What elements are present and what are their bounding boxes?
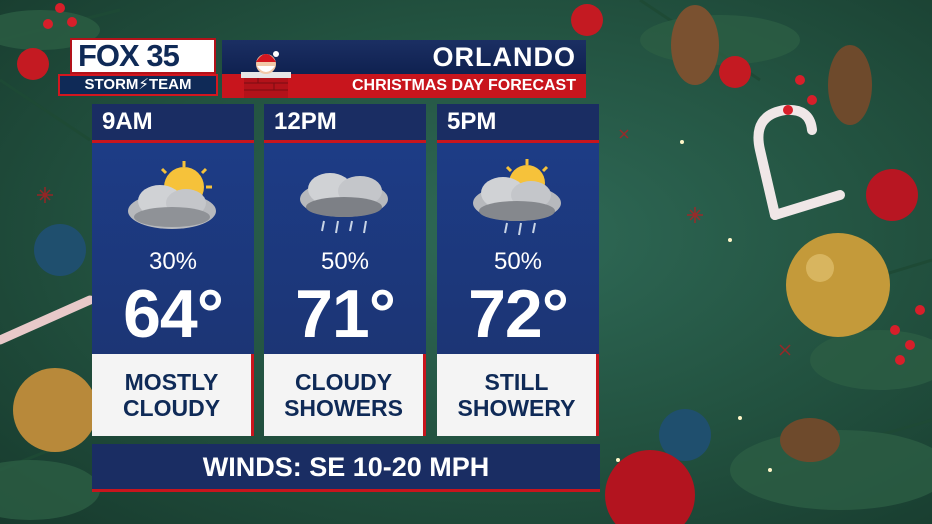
forecast-panel-5pm: 5PM 50% 72° STILL SHOWERY bbox=[437, 104, 599, 436]
precip-chance: 30% bbox=[148, 248, 198, 275]
condition-line-2: CLOUDY bbox=[122, 395, 221, 421]
condition-box: CLOUDY SHOWERS bbox=[264, 354, 426, 436]
forecast-panel-9am: 9AM 30% 64° MOSTLY CLOUDY bbox=[92, 104, 254, 436]
header-city: ORLANDO bbox=[432, 42, 576, 72]
temperature: 64° bbox=[123, 276, 224, 352]
header-city-bar: ORLANDO bbox=[222, 40, 586, 74]
panel-body: 50% 71° bbox=[264, 140, 426, 354]
panel-time: 12PM bbox=[264, 104, 426, 140]
panel-body: 30% 64° bbox=[92, 140, 254, 354]
fox35-storm-team-logo: FOX 35 STORM⚡TEAM bbox=[58, 38, 218, 96]
condition-line-2: SHOWERS bbox=[284, 395, 403, 421]
precip-chance: 50% bbox=[493, 248, 543, 275]
condition-line-1: STILL bbox=[484, 369, 549, 395]
condition-line-1: MOSTLY bbox=[124, 369, 219, 395]
winds-bar: WINDS: SE 10-20 MPH bbox=[92, 444, 600, 492]
forecast-panel-12pm: 12PM 50% 71° CLOUDY SHOWERS bbox=[264, 104, 426, 436]
temperature: 72° bbox=[468, 276, 569, 352]
santa-chimney-icon bbox=[241, 51, 291, 98]
precip-chance: 50% bbox=[320, 248, 370, 275]
sun-cloud-rain-icon bbox=[473, 159, 561, 236]
panel-time: 9AM bbox=[92, 104, 254, 140]
red-ornament bbox=[866, 169, 918, 221]
cloud-rain-icon bbox=[300, 173, 388, 234]
gold-ornament-left bbox=[13, 368, 97, 452]
condition-box: MOSTLY CLOUDY bbox=[92, 354, 254, 436]
logo-fox35: FOX 35 bbox=[70, 38, 216, 74]
condition-line-1: CLOUDY bbox=[294, 369, 393, 395]
logo-storm-team: STORM⚡TEAM bbox=[58, 74, 218, 96]
panel-time: 5PM bbox=[437, 104, 599, 140]
header-subtitle: CHRISTMAS DAY FORECAST bbox=[351, 77, 576, 94]
gold-ornament bbox=[786, 233, 890, 337]
temperature: 71° bbox=[295, 276, 396, 352]
blue-ornament bbox=[34, 224, 86, 276]
candy-cane bbox=[753, 104, 817, 220]
sun-cloud-icon bbox=[128, 161, 216, 229]
condition-box: STILL SHOWERY bbox=[437, 354, 599, 436]
panel-body: 50% 72° bbox=[437, 140, 599, 354]
condition-line-2: SHOWERY bbox=[457, 395, 576, 421]
